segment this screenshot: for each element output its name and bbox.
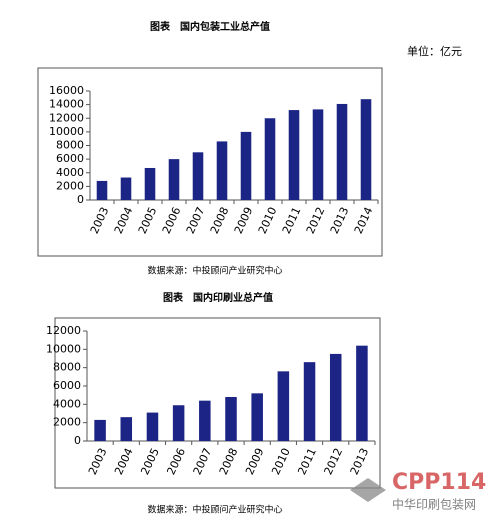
watermark: CPP114 中华印刷包装网 [350, 470, 486, 512]
x-tick-label: 2010 [256, 205, 280, 236]
watermark-logo: CPP114 [392, 470, 486, 495]
y-tick-label: 6000 [56, 152, 84, 165]
bar [192, 152, 204, 200]
x-tick-label: 2009 [232, 205, 256, 236]
bar [336, 103, 348, 200]
x-tick-label: 2006 [164, 446, 188, 477]
y-tick-label: 16000 [49, 84, 84, 97]
bar [288, 110, 300, 200]
x-tick-label: 2008 [217, 446, 241, 477]
y-tick-label: 0 [77, 193, 84, 206]
x-tick-label: 2013 [328, 205, 352, 236]
y-tick-label: 12000 [49, 111, 84, 124]
x-tick-label: 2012 [304, 205, 328, 236]
bar [96, 180, 108, 200]
y-tick-label: 2000 [53, 416, 81, 429]
y-tick-label: 14000 [49, 98, 84, 111]
y-tick-label: 2000 [56, 179, 84, 192]
bar [251, 393, 263, 441]
bar [199, 400, 211, 441]
x-tick-label: 2007 [191, 446, 215, 477]
bar [356, 345, 368, 441]
bar [216, 141, 228, 200]
unit-label: 单位：亿元 [407, 44, 462, 58]
x-tick-label: 2010 [269, 446, 293, 477]
y-tick-label: 8000 [53, 361, 81, 374]
y-tick-label: 4000 [53, 397, 81, 410]
bar [225, 397, 237, 441]
bar [120, 417, 133, 441]
x-tick-label: 2011 [295, 446, 319, 477]
x-tick-label: 2005 [138, 446, 162, 477]
x-tick-label: 2013 [348, 446, 372, 477]
x-tick-label: 2007 [184, 205, 208, 236]
bar [264, 118, 276, 200]
bar [120, 177, 132, 200]
bar [329, 353, 342, 441]
y-tick-label: 8000 [56, 139, 84, 152]
chart-title: 图表 国内印刷业总产值 [163, 291, 273, 304]
x-tick-label: 2003 [88, 205, 112, 236]
x-tick-label: 2009 [243, 446, 267, 477]
x-tick-label: 2006 [160, 205, 184, 236]
bar [168, 159, 180, 200]
chart-frame [54, 317, 381, 489]
watermark-name: 中华印刷包装网 [392, 497, 476, 512]
watermark-icon [350, 478, 386, 502]
chart-frame [37, 67, 383, 257]
bar [360, 99, 372, 200]
y-tick-label: 10000 [46, 342, 81, 355]
x-tick-label: 2012 [322, 446, 346, 477]
y-tick-label: 4000 [56, 166, 84, 179]
y-tick-label: 0 [74, 434, 81, 447]
bar [172, 405, 185, 441]
x-tick-label: 2004 [112, 446, 136, 477]
bar [312, 109, 324, 200]
x-tick-label: 2005 [136, 205, 160, 236]
bar [240, 131, 252, 200]
bar [144, 167, 156, 200]
bar [277, 371, 290, 441]
x-tick-label: 2008 [208, 205, 232, 236]
bar [146, 412, 159, 441]
x-tick-label: 2011 [280, 205, 304, 236]
y-tick-label: 6000 [53, 379, 81, 392]
chart-title: 图表 国内包装工业总产值 [150, 20, 270, 33]
source-note: 数据来源：中投顾问产业研究中心 [147, 265, 282, 277]
y-tick-label: 10000 [49, 125, 84, 138]
x-tick-label: 2014 [352, 205, 376, 236]
x-tick-label: 2004 [112, 205, 136, 236]
y-tick-label: 12000 [46, 324, 81, 337]
bar [303, 362, 316, 441]
x-tick-label: 2003 [86, 446, 110, 477]
bar [94, 419, 106, 441]
source-note: 数据来源：中投顾问产业研究中心 [147, 504, 282, 516]
